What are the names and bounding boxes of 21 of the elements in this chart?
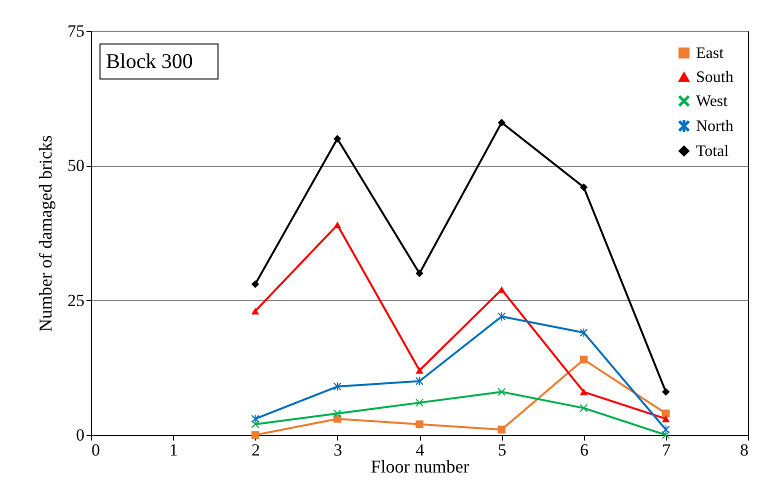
annotation: Block 300 — [106, 49, 193, 73]
legend-label: North — [696, 118, 734, 135]
y-tick-label: 25 — [68, 290, 84, 310]
x-tick-label: 1 — [169, 440, 178, 460]
legend-label: South — [696, 69, 734, 86]
x-tick-label: 8 — [740, 440, 748, 460]
x-tick-label: 7 — [662, 440, 672, 460]
x-tick-label: 5 — [498, 440, 506, 460]
y-tick-label: 75 — [68, 22, 84, 40]
legend-label: East — [696, 45, 724, 62]
y-axis-title: Number of damaged bricks — [36, 135, 56, 332]
x-tick-label: 4 — [416, 440, 425, 460]
x-axis-title: Floor number — [370, 456, 470, 476]
x-tick-label: 0 — [92, 440, 100, 460]
legend-label: West — [696, 93, 728, 110]
x-tick-label: 6 — [580, 440, 588, 460]
legend-label: Total — [696, 143, 730, 160]
y-tick-label: 0 — [76, 426, 84, 444]
x-tick-label: 2 — [252, 440, 260, 460]
y-tick-label: 50 — [68, 156, 84, 176]
x-tick-label: 3 — [334, 440, 342, 460]
